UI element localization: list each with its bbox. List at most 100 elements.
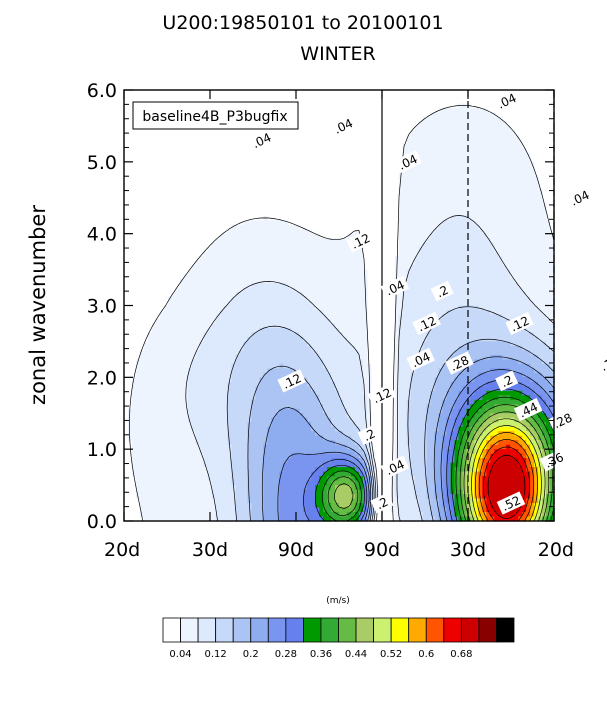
contour-cell: [127, 413, 133, 419]
contour-cell: [502, 309, 507, 316]
contour-cell: [470, 323, 475, 329]
contour-cell: [526, 327, 531, 334]
contour-cell: [291, 287, 296, 293]
contour-cell: [346, 269, 352, 275]
contour-cell: [398, 399, 404, 405]
contour-cell: [239, 265, 245, 271]
contour-cell: [438, 395, 444, 401]
contour-cell: [486, 233, 491, 239]
contour-cell: [494, 260, 499, 266]
contour-cell: [315, 386, 320, 392]
contour-cell: [458, 229, 464, 235]
contour-cell: [346, 327, 352, 334]
contour-cell: [418, 166, 424, 172]
contour-cell: [335, 296, 340, 302]
contour-cell: [163, 336, 169, 343]
contour-cell: [231, 323, 237, 329]
contour-cell: [442, 260, 448, 266]
contour-cell: [223, 368, 229, 374]
contour-cell: [418, 148, 424, 154]
contour-cell: [534, 332, 539, 338]
contour-cell: [151, 426, 157, 432]
contour-cell: [506, 354, 511, 360]
contour-cell: [323, 395, 328, 401]
contour-cell: [191, 399, 197, 405]
contour-cell: [450, 372, 456, 378]
contour-cell: [510, 408, 515, 414]
contour-cell: [426, 363, 432, 369]
contour-cell: [402, 332, 408, 338]
contour-cell: [307, 327, 312, 334]
contour-cell: [494, 381, 499, 387]
contour-cell: [454, 283, 460, 289]
contour-cell: [450, 386, 456, 392]
contour-cell: [434, 386, 440, 392]
contour-cell: [530, 274, 535, 280]
contour-cell: [502, 224, 507, 230]
contour-cell: [139, 354, 145, 360]
contour-cell: [494, 372, 499, 378]
contour-cell: [486, 139, 491, 145]
contour-cell: [426, 390, 432, 396]
contour-cell: [231, 327, 237, 334]
contour-cell: [299, 422, 304, 428]
contour-cell: [295, 305, 300, 311]
contour-cell: [243, 372, 249, 378]
contour-cell: [490, 139, 495, 145]
contour-cell: [247, 341, 253, 347]
contour-cell: [402, 220, 408, 226]
contour-cell: [446, 332, 452, 338]
contour-cell: [514, 269, 519, 275]
contour-cell: [474, 318, 479, 325]
contour-cell: [446, 314, 452, 320]
contour-cell: [319, 336, 324, 343]
contour-cell: [478, 161, 483, 167]
contour-cell: [446, 107, 452, 114]
contour-cell: [179, 372, 185, 378]
contour-cell: [247, 386, 253, 392]
contour-cell: [490, 238, 495, 244]
contour-cell: [422, 215, 428, 221]
contour-cell: [255, 287, 260, 293]
contour-cell: [414, 130, 420, 136]
contour-cell: [263, 359, 268, 365]
contour-cell: [358, 345, 364, 351]
contour-cell: [251, 359, 256, 365]
contour-cell: [450, 283, 456, 289]
contour-cell: [279, 283, 284, 289]
contour-cell: [255, 251, 260, 257]
contour-cell: [335, 314, 340, 320]
contour-cell: [458, 112, 464, 118]
contour-cell: [331, 242, 336, 248]
contour-cell: [430, 116, 436, 123]
contour-cell: [163, 417, 169, 423]
contour-cell: [534, 206, 539, 212]
contour-cell: [466, 399, 471, 405]
contour-cell: [394, 399, 400, 405]
contour-cell: [327, 287, 332, 293]
contour-cell: [235, 224, 241, 230]
contour-cell: [211, 354, 217, 360]
contour-cell: [542, 350, 547, 356]
contour-cell: [215, 372, 221, 378]
contour-cell: [414, 242, 420, 248]
contour-cell: [438, 121, 444, 127]
contour-cell: [335, 318, 340, 325]
contour-cell: [199, 417, 205, 423]
contour-cell: [247, 381, 253, 387]
contour-cell: [458, 278, 464, 284]
contour-cell: [311, 323, 316, 329]
contour-cell: [502, 148, 507, 154]
contour-cell: [486, 381, 491, 387]
contour-cell: [342, 278, 348, 284]
contour-cell: [303, 296, 308, 302]
contour-cell: [450, 278, 456, 284]
contour-cell: [430, 112, 436, 118]
contour-cell: [470, 305, 475, 311]
contour-cell: [450, 139, 456, 145]
contour-cell: [502, 305, 507, 311]
contour-cell: [478, 148, 483, 154]
contour-cell: [402, 197, 408, 203]
contour-cell: [159, 345, 165, 351]
contour-cell: [426, 283, 432, 289]
